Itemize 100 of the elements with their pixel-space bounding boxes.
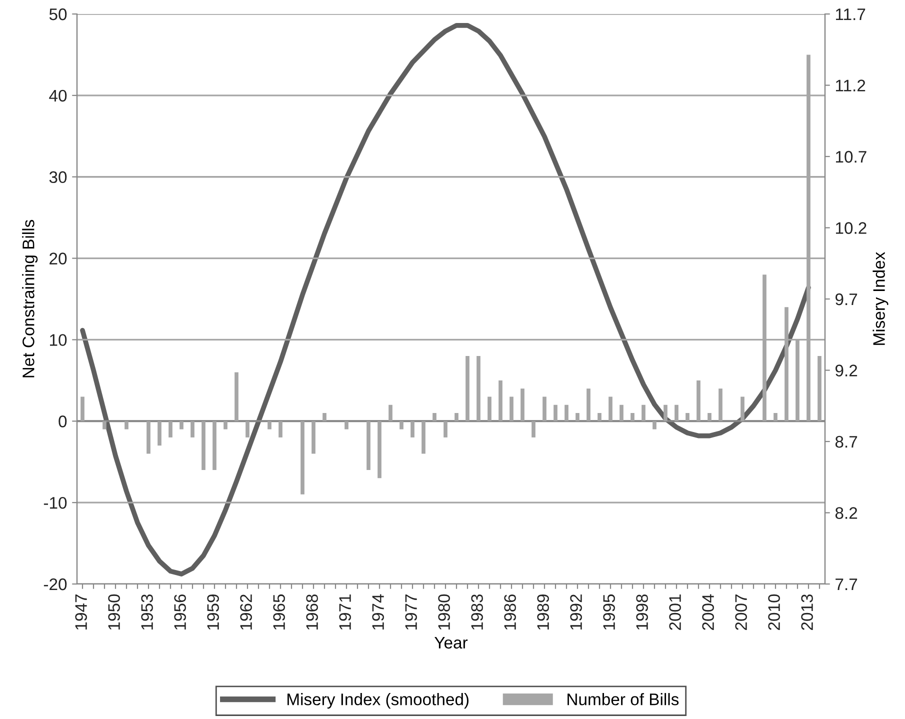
bar [168,421,172,438]
y-tick-label: 40 [49,90,67,102]
bar [278,421,282,438]
bar [554,404,558,422]
bar [190,421,194,438]
x-tick-label: 1965 [273,594,285,630]
bar [268,421,272,430]
bar [510,396,514,422]
bar [422,421,426,454]
bar [378,421,382,478]
x-tick-label: 2004 [702,594,714,630]
bar [576,413,580,422]
y-tick-label: -10 [44,496,67,509]
y-tick-label: 10 [50,334,67,346]
bar [686,413,690,422]
bar [740,396,744,422]
y2-tick-label: 9.7 [836,293,858,306]
bar [212,421,216,470]
bar [158,421,162,446]
x-tick-label: 2010 [768,594,780,630]
bar [466,356,470,422]
y2-tick-label: 7.7 [836,578,858,590]
y-tick-label: -20 [44,578,67,590]
x-tick-label: 1956 [174,594,186,630]
x-tick-label: 1992 [570,594,582,630]
bar [124,421,128,430]
bar [312,421,316,454]
x-tick-label: 1983 [471,594,483,630]
x-tick-label: 1968 [306,594,318,630]
bar [674,404,678,422]
y2-tick-label: 10.2 [836,222,866,234]
y2-tick-label: 8.2 [835,507,858,519]
bar [344,421,348,430]
bar [532,421,536,438]
x-tick-label: 1998 [636,594,648,630]
x-tick-label: 1974 [372,594,384,630]
y-tick-label: 50 [49,8,67,20]
y-axis-title: Net Constraining Bills [22,220,38,378]
x-tick-label: 1971 [339,594,351,630]
y2-tick-label: 11.2 [836,80,866,92]
y2-tick-label: 9.2 [836,364,858,376]
bar [708,413,712,422]
bar [146,421,150,454]
bar [774,413,778,422]
y2-tick-label: 11.7 [836,8,866,20]
bar [520,388,524,422]
bar [366,421,370,470]
x-tick-label: 1989 [537,594,549,630]
bar [476,356,480,422]
bar [586,388,590,422]
bar [432,413,436,422]
bar [818,356,822,422]
y-tick-label: 0 [58,416,67,428]
bar [498,380,502,422]
bar [454,413,458,422]
bar [696,380,700,422]
x-tick-label: 1995 [603,594,615,630]
x-tick-label: 1953 [141,594,153,630]
bar [224,421,228,430]
x-tick-label: 1947 [75,594,87,630]
x-tick-label: 2001 [669,594,681,630]
bar [388,404,392,422]
bar [410,421,414,438]
bar [322,413,326,422]
bar [488,396,492,422]
bar [652,421,656,430]
y2-axis-title: Misery Index [872,252,888,345]
bar [608,396,612,422]
bar [630,413,634,422]
bar [664,404,668,422]
bar [180,421,184,430]
x-tick-label: 1950 [108,594,120,630]
y2-tick-label: 8.7 [835,436,858,448]
x-axis-title: Year [434,636,468,649]
x-tick-label: 2013 [801,594,813,630]
bar [246,421,250,438]
bar [400,421,404,430]
bar [444,421,448,438]
y-tick-label: 30 [49,171,67,184]
x-tick-label: 1962 [240,594,252,630]
bar [80,396,84,422]
bar [234,372,238,422]
x-tick-label: 1980 [438,594,450,630]
bar [642,404,646,422]
legend-label: Number of Bills [568,693,679,706]
x-tick-label: 1977 [405,594,417,630]
y-tick-label: 20 [50,252,67,264]
line-series [80,22,811,576]
x-tick-label: 2007 [735,594,747,630]
bar [598,413,602,422]
bar [542,396,546,422]
bar [564,404,568,422]
x-tick-label: 1986 [504,594,516,630]
bar [718,388,722,422]
bar [202,421,206,470]
bar [300,421,304,494]
legend-label: Misery Index (smoothed) [288,693,469,709]
x-tick-label: 1959 [207,594,219,630]
y2-tick-label: 10.7 [836,150,866,163]
bar [102,421,106,430]
